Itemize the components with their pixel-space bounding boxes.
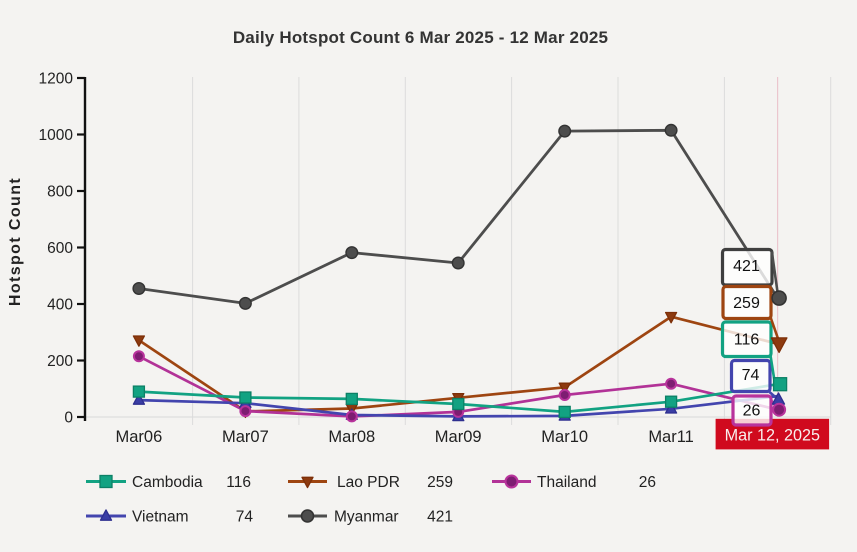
svg-text:600: 600	[47, 240, 73, 257]
svg-text:800: 800	[47, 184, 73, 201]
svg-text:Cambodia: Cambodia	[132, 474, 203, 491]
svg-text:Hotspot Count: Hotspot Count	[7, 177, 24, 306]
svg-text:259: 259	[427, 474, 453, 491]
svg-text:421: 421	[733, 258, 760, 275]
svg-text:Thailand: Thailand	[537, 474, 596, 491]
svg-text:Lao PDR: Lao PDR	[337, 474, 400, 491]
svg-text:74: 74	[236, 509, 254, 526]
svg-text:259: 259	[733, 295, 760, 312]
svg-text:74: 74	[742, 367, 760, 384]
svg-text:400: 400	[47, 297, 73, 314]
svg-text:200: 200	[47, 353, 73, 370]
svg-text:Mar 12, 2025: Mar 12, 2025	[725, 426, 820, 444]
svg-text:0: 0	[64, 410, 73, 427]
svg-text:421: 421	[427, 509, 453, 526]
svg-text:Mar06: Mar06	[116, 428, 163, 446]
svg-text:Mar09: Mar09	[435, 428, 482, 446]
svg-text:Vietnam: Vietnam	[132, 509, 189, 526]
svg-text:1200: 1200	[39, 71, 74, 88]
svg-text:Myanmar: Myanmar	[334, 509, 399, 526]
svg-text:Mar07: Mar07	[222, 428, 269, 446]
svg-text:26: 26	[639, 474, 656, 491]
svg-text:1000: 1000	[39, 127, 74, 144]
svg-text:26: 26	[743, 403, 761, 420]
svg-text:Mar08: Mar08	[328, 428, 375, 446]
svg-text:Mar10: Mar10	[541, 428, 588, 446]
svg-text:Mar11: Mar11	[648, 428, 694, 446]
svg-text:Daily Hotspot Count 6 Mar 2025: Daily Hotspot Count 6 Mar 2025 - 12 Mar …	[233, 28, 608, 47]
svg-text:116: 116	[734, 332, 760, 349]
svg-text:116: 116	[226, 474, 251, 491]
